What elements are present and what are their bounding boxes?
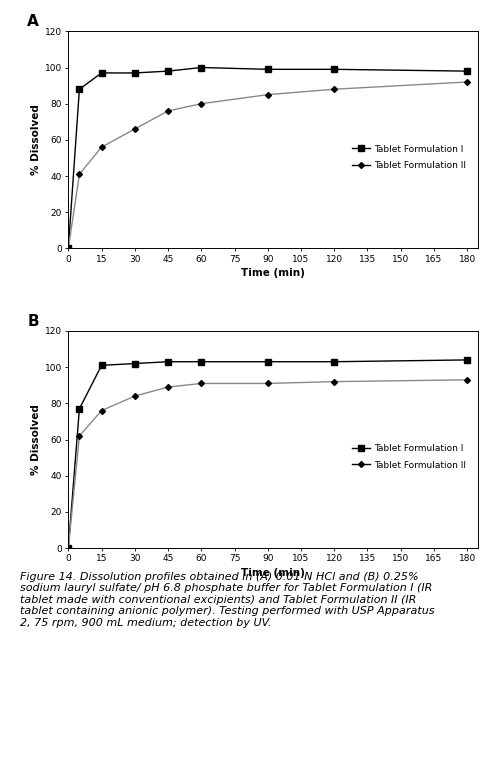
Tablet Formulation II: [165, 382, 171, 392]
Text: Figure 14. Dissolution profiles obtained in (A) 0.01 N HCl and (B) 0.25%
sodium : Figure 14. Dissolution profiles obtained…: [20, 572, 434, 628]
Tablet Formulation I: [464, 67, 470, 76]
Tablet Formulation I: [265, 65, 271, 74]
Tablet Formulation I: [331, 357, 337, 366]
Tablet Formulation I: [99, 68, 104, 78]
Tablet Formulation II: [464, 78, 470, 87]
Tablet Formulation I: [65, 543, 71, 553]
Tablet Formulation I: [464, 355, 470, 365]
Tablet Formulation II: [265, 90, 271, 99]
Tablet Formulation II: [331, 85, 337, 94]
Tablet Formulation II: [77, 170, 82, 179]
X-axis label: Time (min): Time (min): [242, 568, 305, 578]
Line: Tablet Formulation II: Tablet Formulation II: [66, 80, 469, 251]
Tablet Formulation II: [165, 106, 171, 116]
Tablet Formulation I: [165, 67, 171, 76]
Tablet Formulation II: [198, 99, 204, 108]
Tablet Formulation II: [132, 392, 138, 401]
Tablet Formulation II: [65, 244, 71, 253]
X-axis label: Time (min): Time (min): [242, 268, 305, 278]
Tablet Formulation I: [132, 359, 138, 368]
Text: B: B: [27, 314, 39, 329]
Line: Tablet Formulation II: Tablet Formulation II: [66, 377, 469, 550]
Tablet Formulation I: [265, 357, 271, 366]
Y-axis label: % Dissolved: % Dissolved: [31, 104, 41, 175]
Tablet Formulation I: [198, 63, 204, 72]
Tablet Formulation I: [198, 357, 204, 366]
Tablet Formulation I: [132, 68, 138, 78]
Tablet Formulation I: [165, 357, 171, 366]
Line: Tablet Formulation I: Tablet Formulation I: [65, 357, 470, 551]
Tablet Formulation I: [77, 404, 82, 413]
Tablet Formulation II: [331, 377, 337, 386]
Tablet Formulation II: [265, 379, 271, 388]
Line: Tablet Formulation I: Tablet Formulation I: [65, 65, 470, 251]
Legend: Tablet Formulation I, Tablet Formulation II: Tablet Formulation I, Tablet Formulation…: [349, 441, 469, 473]
Tablet Formulation II: [132, 124, 138, 134]
Tablet Formulation II: [65, 543, 71, 553]
Legend: Tablet Formulation I, Tablet Formulation II: Tablet Formulation I, Tablet Formulation…: [349, 141, 469, 174]
Tablet Formulation II: [99, 406, 104, 415]
Tablet Formulation I: [331, 65, 337, 74]
Tablet Formulation I: [99, 361, 104, 370]
Tablet Formulation II: [464, 375, 470, 384]
Text: A: A: [27, 14, 39, 29]
Tablet Formulation I: [77, 85, 82, 94]
Y-axis label: % Dissolved: % Dissolved: [31, 404, 41, 475]
Tablet Formulation II: [198, 379, 204, 388]
Tablet Formulation II: [77, 431, 82, 441]
Tablet Formulation II: [99, 143, 104, 152]
Tablet Formulation I: [65, 244, 71, 253]
